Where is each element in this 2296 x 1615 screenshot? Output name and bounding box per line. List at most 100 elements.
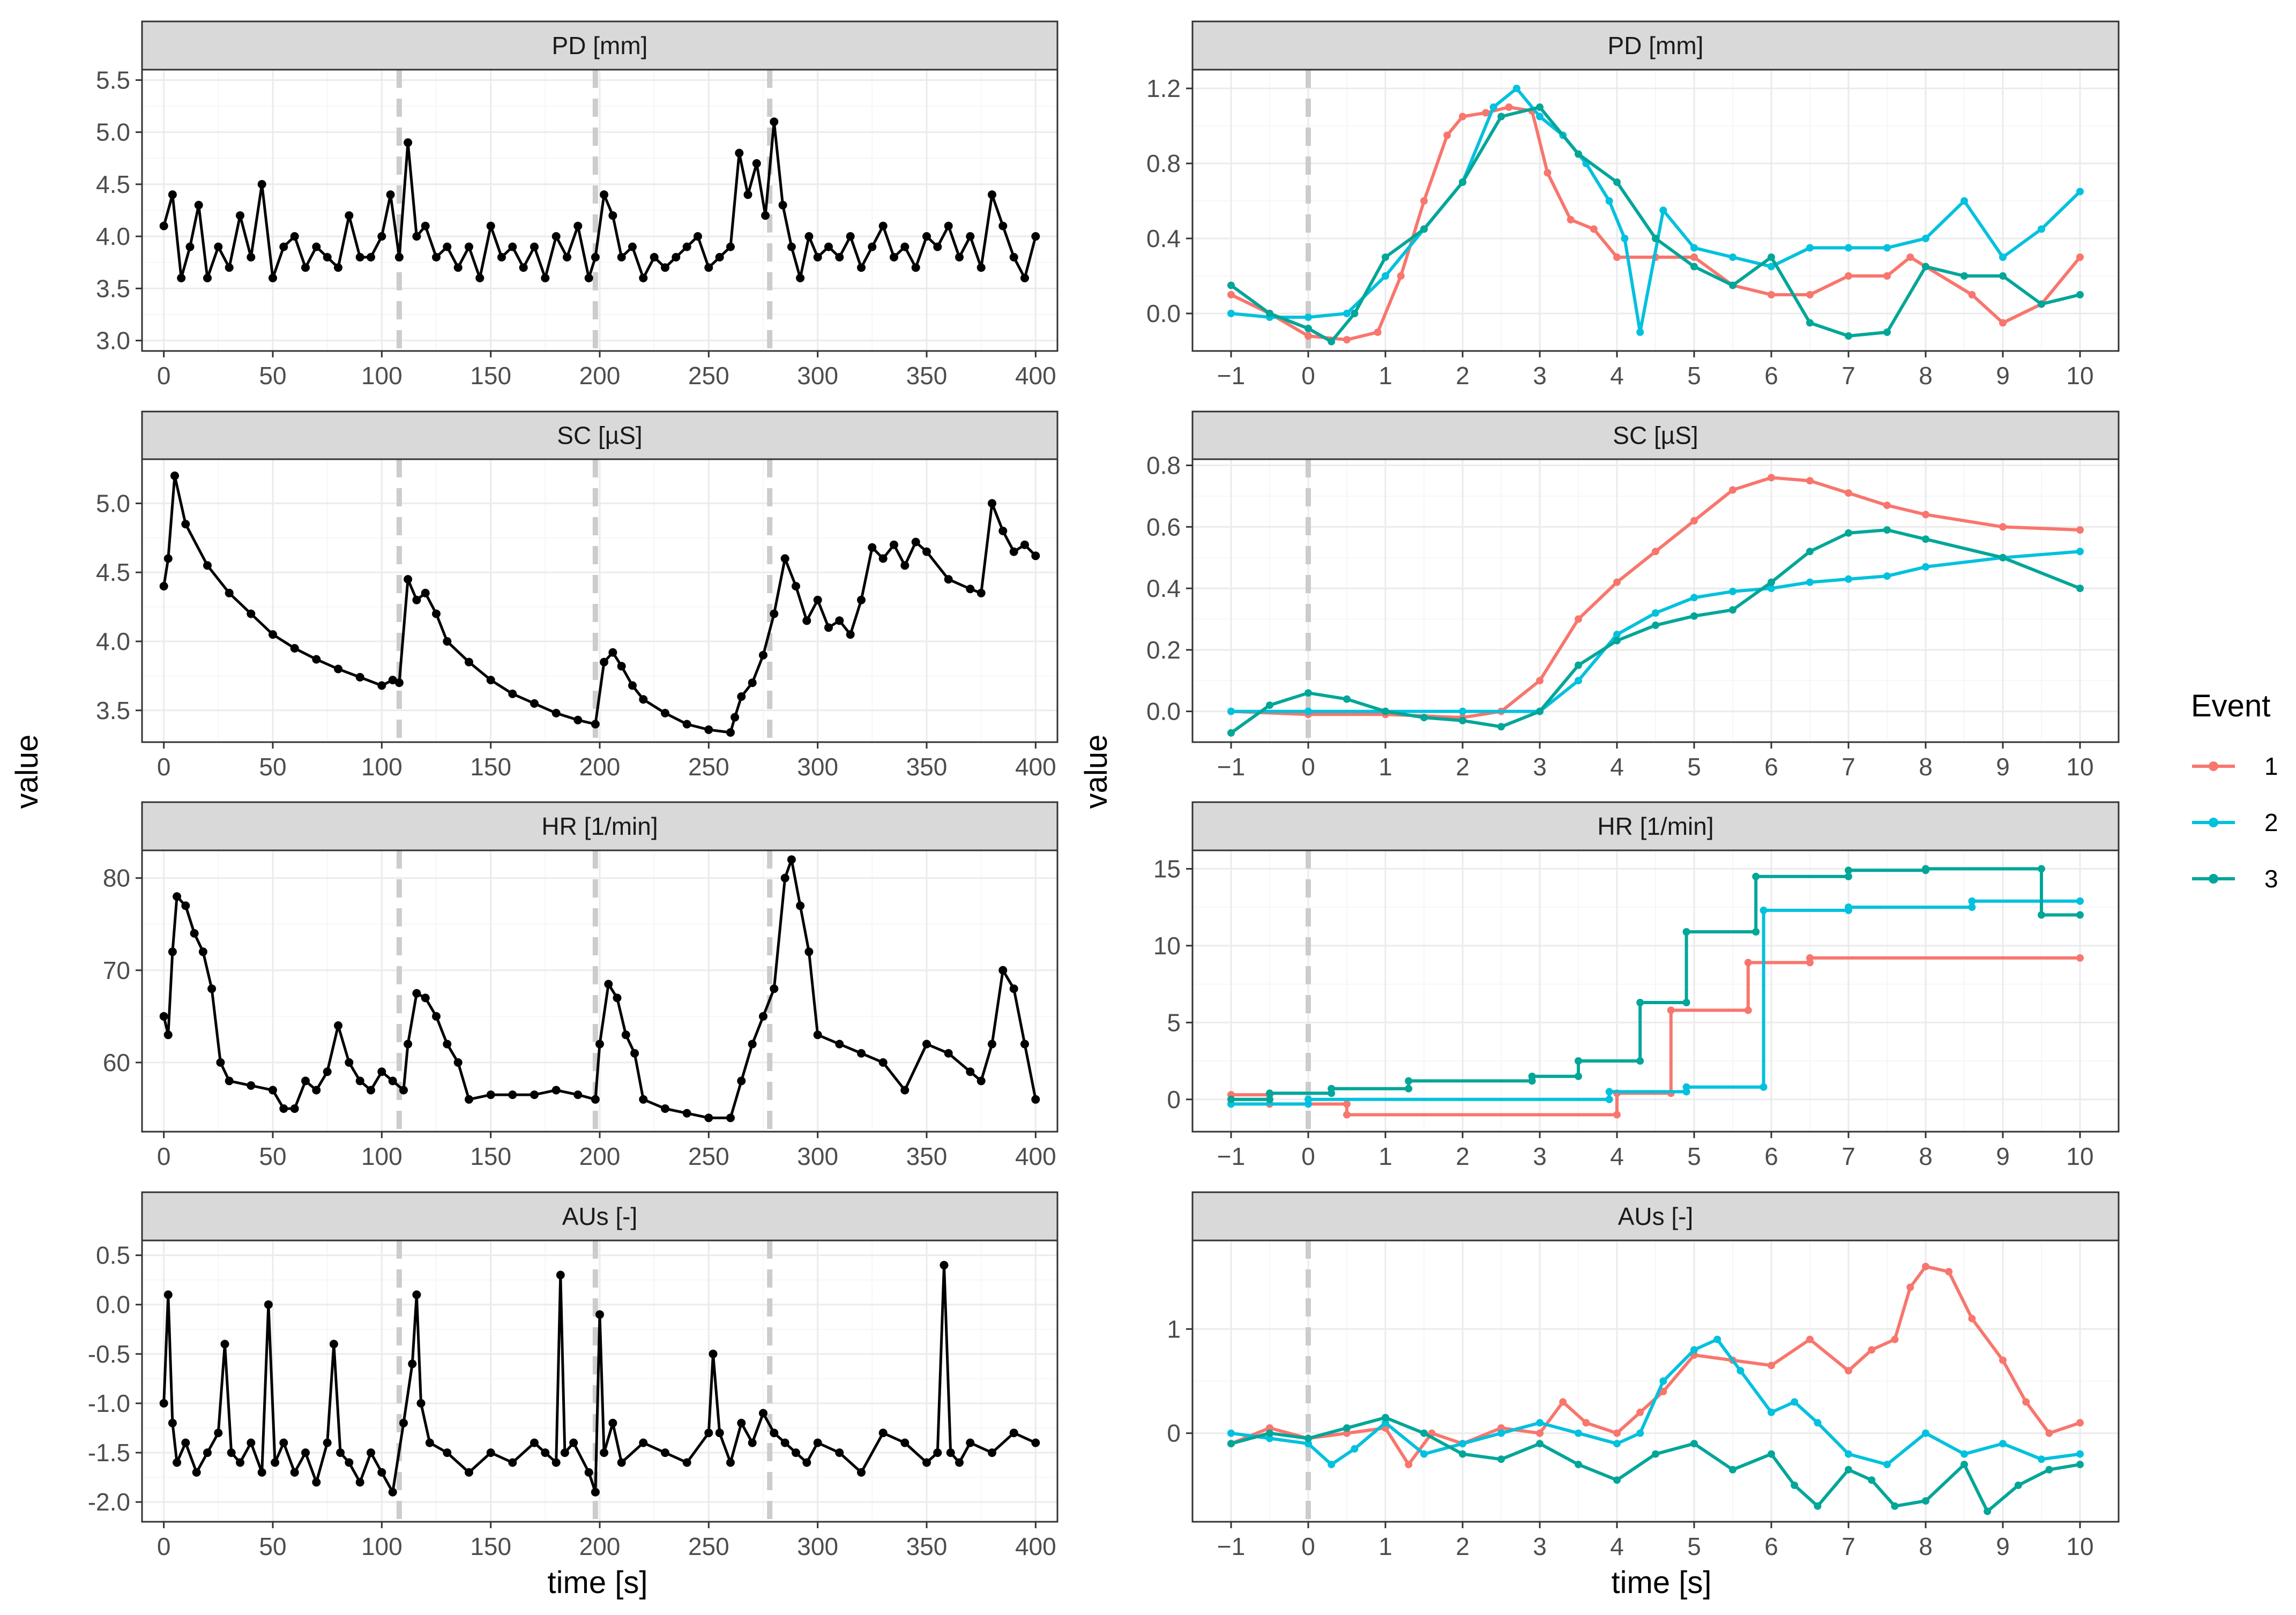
data-point — [988, 1040, 996, 1049]
data-point — [1497, 113, 1505, 121]
panel-left-1: PD [mm] 3.0 3.5 4.0 4.5 5.0 5.5 0 50 100 150 200 250… — [96, 20, 1058, 390]
data-point — [1883, 526, 1891, 534]
data-point — [1227, 1429, 1235, 1437]
data-point — [225, 588, 234, 597]
data-point — [748, 1040, 757, 1049]
legend-label: 3 — [2264, 865, 2278, 893]
data-point — [181, 901, 190, 910]
data-point — [388, 1076, 397, 1086]
data-point — [399, 1086, 408, 1095]
data-point — [404, 575, 413, 584]
data-point — [1690, 612, 1698, 620]
data-point — [367, 253, 375, 261]
data-point — [2038, 911, 2045, 919]
data-point — [1883, 1461, 1891, 1469]
data-point — [443, 1040, 452, 1049]
data-point — [377, 1067, 386, 1076]
data-point — [1613, 637, 1621, 645]
data-point — [279, 242, 288, 251]
data-point — [323, 253, 332, 261]
data-point — [1744, 1006, 1752, 1014]
data-point — [1659, 206, 1667, 214]
data-point — [878, 1058, 888, 1067]
data-point — [1636, 1057, 1644, 1065]
y-tick-label: 0.6 — [1146, 513, 1181, 541]
data-point — [1536, 103, 1544, 111]
data-point — [1489, 103, 1497, 111]
data-point — [1690, 1440, 1698, 1448]
data-point — [1883, 328, 1891, 336]
data-point — [486, 1448, 495, 1457]
data-point — [225, 1076, 234, 1086]
x-tick-label: 8 — [1919, 753, 1933, 781]
data-point — [1009, 547, 1018, 556]
data-point — [639, 1438, 648, 1447]
data-point — [1405, 1085, 1413, 1093]
data-point — [404, 1040, 413, 1049]
data-point — [290, 1468, 299, 1477]
data-point — [388, 676, 397, 685]
data-point — [1009, 984, 1018, 993]
data-point — [465, 1095, 473, 1104]
y-tick-label: 0.2 — [1146, 636, 1181, 664]
data-point — [802, 616, 811, 625]
data-point — [173, 892, 182, 901]
data-point — [408, 1359, 417, 1369]
x-tick-label: 300 — [797, 753, 838, 781]
data-point — [922, 1458, 931, 1467]
data-point — [922, 1040, 931, 1049]
data-point — [1351, 310, 1359, 317]
data-point — [247, 1438, 256, 1447]
data-point — [1806, 578, 1814, 586]
y-tick-label: 5.0 — [96, 489, 130, 517]
data-point — [1960, 272, 1968, 280]
data-point — [1984, 1507, 1992, 1515]
data-point — [600, 1448, 609, 1457]
facet-strip — [141, 20, 1058, 71]
data-point — [1845, 872, 1852, 880]
data-point — [1659, 1377, 1667, 1385]
data-point — [1304, 707, 1312, 715]
data-point — [1536, 707, 1544, 715]
facet-strip-label: HR [1/min] — [541, 812, 658, 840]
data-point — [630, 1049, 639, 1058]
data-point — [737, 1076, 746, 1086]
series-event-3 — [1227, 865, 2084, 1103]
x-tick-label: 7 — [1842, 1532, 1855, 1560]
data-point — [227, 1448, 236, 1457]
data-point — [1922, 235, 1929, 242]
data-point — [933, 1448, 942, 1457]
data-point — [207, 984, 217, 993]
data-point — [247, 1081, 256, 1090]
data-point — [1575, 615, 1582, 623]
data-point — [824, 242, 833, 251]
data-point — [2076, 897, 2084, 905]
data-point — [1891, 1335, 1899, 1343]
data-point — [1559, 1398, 1567, 1406]
data-point — [1575, 677, 1582, 685]
data-point — [824, 623, 833, 632]
data-point — [1459, 1450, 1466, 1458]
data-point — [312, 1086, 321, 1095]
data-point — [1459, 178, 1466, 186]
data-point — [1667, 1006, 1675, 1014]
data-point — [955, 253, 964, 261]
data-point — [1845, 575, 1852, 583]
data-point — [946, 1448, 955, 1457]
x-tick-label: 350 — [906, 362, 948, 390]
x-tick-label: 300 — [797, 362, 838, 390]
data-point — [911, 263, 920, 272]
data-point — [181, 1438, 190, 1447]
series-line — [1231, 899, 2080, 1106]
data-point — [761, 211, 770, 220]
x-tick-label: −1 — [1217, 362, 1245, 390]
data-point — [940, 1261, 949, 1270]
data-point — [1382, 272, 1389, 280]
data-point — [1020, 273, 1029, 282]
data-point — [404, 138, 413, 147]
data-point — [787, 855, 796, 864]
x-tick-label: 5 — [1687, 1532, 1701, 1560]
data-point — [1459, 1440, 1466, 1448]
data-point — [1266, 1089, 1273, 1097]
data-point — [159, 1012, 168, 1021]
